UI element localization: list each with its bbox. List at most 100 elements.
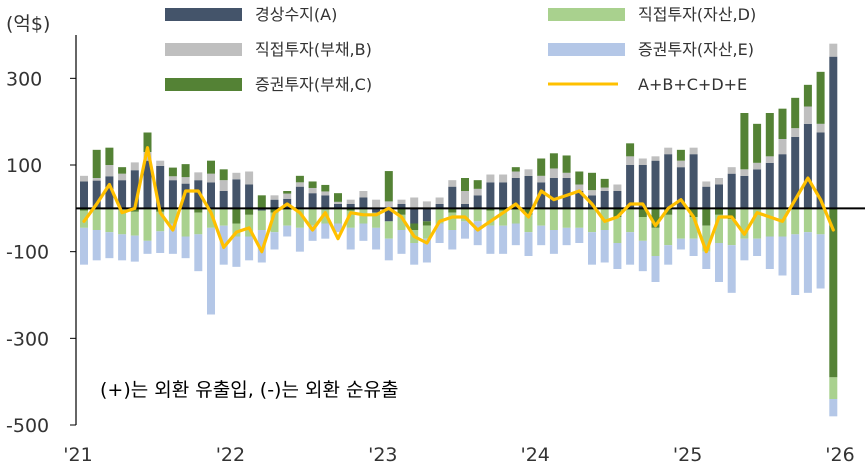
bar-E-5 [143, 240, 152, 254]
x-tick-label: '24 [520, 444, 549, 466]
bar-C-5 [143, 132, 152, 152]
bar-D-35 [524, 214, 533, 233]
bar-C-47 [676, 149, 685, 161]
bar-B-2 [105, 165, 114, 177]
bar-D-49 [702, 225, 711, 252]
bar-A-59 [829, 56, 838, 209]
bar-D-14 [257, 210, 266, 230]
legend: 경상수지(A) 직접투자(자산,D) 직접투자(부채,B) 증권투자(자산,E) 증권투… [165, 5, 756, 94]
bar-A-48 [689, 154, 698, 209]
bar-C-7 [168, 167, 177, 177]
bar-B-10 [207, 173, 215, 183]
bar-C-10 [207, 160, 215, 174]
bar-D-50 [715, 214, 723, 243]
bar-C-59 [829, 208, 838, 378]
bar-C-2 [105, 147, 114, 165]
bar-A-49 [702, 186, 711, 209]
bar-B-48 [689, 147, 698, 155]
bar-D-11 [219, 208, 228, 226]
bar-B-53 [753, 162, 762, 170]
bar-A-26 [410, 208, 419, 224]
bar-C-45 [651, 208, 660, 228]
bar-E-47 [676, 238, 685, 250]
bar-E-56 [791, 234, 800, 295]
bar-C-49 [702, 208, 711, 226]
bar-B-9 [194, 172, 203, 181]
bar-D-34 [511, 208, 520, 224]
bar-D-59 [829, 377, 838, 399]
bar-B-38 [562, 172, 571, 178]
bar-B-17 [295, 182, 304, 187]
bar-B-0 [80, 175, 88, 182]
bar-A-19 [321, 195, 330, 209]
bar-E-48 [689, 238, 698, 256]
legend-item-B: 직접투자(부채,B) [165, 40, 372, 59]
bar-B-59 [829, 43, 838, 57]
bar-B-7 [168, 176, 177, 181]
legend-swatch [165, 8, 242, 21]
bar-B-29 [448, 180, 457, 187]
bar-A-20 [334, 204, 342, 209]
legend-label: 경상수지(A) [255, 5, 337, 24]
bar-A-24 [384, 208, 393, 222]
bar-E-26 [410, 243, 419, 265]
bar-C-13 [245, 208, 254, 215]
bar-D-43 [626, 208, 635, 233]
bar-E-7 [168, 223, 177, 254]
legend-swatch [165, 43, 242, 56]
bar-B-31 [473, 188, 482, 196]
bar-E-20 [334, 223, 342, 233]
bar-A-52 [740, 175, 749, 209]
bar-A-45 [651, 160, 660, 209]
bar-E-30 [461, 221, 469, 239]
bar-B-8 [181, 177, 190, 184]
bar-B-55 [778, 139, 787, 155]
legend-item-total: A+B+C+D+E [548, 75, 747, 94]
bar-B-3 [118, 173, 127, 181]
bar-B-43 [626, 156, 635, 165]
bar-B-54 [765, 156, 774, 163]
bar-E-34 [511, 223, 520, 246]
bar-B-44 [638, 158, 647, 165]
bar-C-52 [740, 113, 749, 170]
bar-B-56 [791, 128, 800, 137]
bar-D-52 [740, 208, 749, 239]
bar-B-11 [219, 180, 228, 191]
bar-D-57 [803, 208, 812, 233]
bar-B-49 [702, 181, 711, 187]
bar-A-18 [308, 193, 317, 209]
bar-E-4 [130, 235, 139, 262]
bar-C-43 [626, 143, 635, 157]
bar-E-24 [384, 238, 393, 261]
bar-A-14 [257, 208, 266, 211]
bar-C-18 [308, 181, 317, 188]
bar-C-16 [283, 191, 292, 194]
bar-D-39 [575, 208, 584, 228]
bar-B-22 [359, 191, 368, 198]
bar-C-27 [422, 221, 431, 226]
bar-D-37 [549, 208, 558, 230]
bar-B-58 [816, 123, 825, 133]
bar-D-28 [435, 208, 444, 224]
bar-E-57 [803, 232, 812, 293]
bar-D-8 [181, 208, 190, 237]
bar-A-13 [245, 184, 254, 209]
bar-E-40 [588, 232, 596, 265]
legend-label: 직접투자(자산,D) [638, 5, 756, 24]
bar-A-3 [118, 180, 127, 209]
legend-label: 증권투자(자산,E) [638, 40, 754, 59]
bars-layer [80, 43, 838, 417]
line-layer [82, 146, 835, 254]
bar-D-2 [105, 208, 114, 233]
bar-E-50 [715, 243, 723, 282]
bar-C-34 [511, 167, 520, 172]
bar-B-26 [410, 197, 419, 209]
bar-C-55 [778, 108, 787, 139]
bar-A-54 [765, 162, 774, 209]
bar-D-18 [308, 208, 317, 226]
bar-D-23 [372, 212, 381, 228]
bar-C-50 [715, 208, 723, 215]
bar-D-56 [791, 208, 800, 235]
bar-E-21 [346, 227, 355, 250]
bar-E-6 [156, 231, 165, 253]
